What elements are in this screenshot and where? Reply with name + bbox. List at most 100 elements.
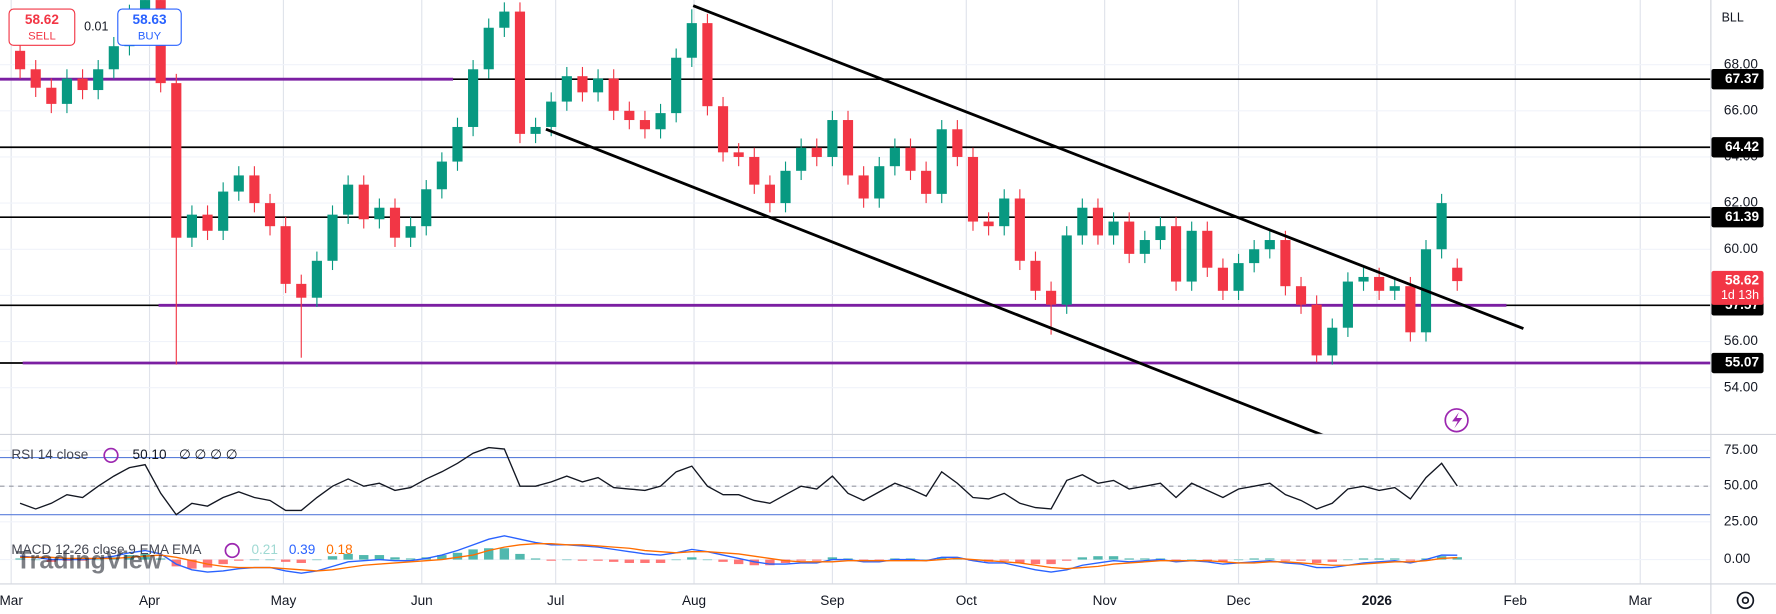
candle-body <box>1405 286 1416 333</box>
trend-channel <box>545 4 1524 434</box>
macd-histogram-bar <box>765 559 775 566</box>
candle-body <box>1108 221 1119 236</box>
candle-body <box>1092 207 1104 236</box>
macd-histogram-bar <box>1249 558 1259 560</box>
candle-body <box>1170 226 1182 282</box>
x-tick-label: May <box>271 593 297 608</box>
buy-price: 58.63 <box>133 12 167 27</box>
candle-body <box>921 170 932 194</box>
candle-body <box>671 57 682 114</box>
rsi-settings-icon[interactable] <box>103 447 119 464</box>
symbol[interactable]: BLL <box>1722 10 1744 24</box>
y-tick-label: 68.00 <box>1724 56 1758 71</box>
candle-body <box>1280 240 1291 287</box>
candle-body <box>1295 286 1307 305</box>
candle-body <box>764 184 775 204</box>
x-tick-label: Feb <box>1504 593 1527 608</box>
candle-body <box>1327 327 1338 356</box>
settings-icon-center <box>1741 596 1750 605</box>
macd-histogram-bar <box>452 552 463 560</box>
candle-body <box>1249 249 1260 264</box>
rsi-legend-value: 50.10 <box>133 447 167 462</box>
candle-body <box>983 221 994 227</box>
x-tick-label: Sep <box>820 593 844 608</box>
candle-body <box>561 76 572 102</box>
macd-signal-line <box>20 543 1458 572</box>
level-label-box <box>1711 69 1764 90</box>
spread: 0.01 <box>84 20 108 34</box>
level-label: 55.07 <box>1725 355 1759 370</box>
macd-legend-hist: 0.21 <box>251 542 277 557</box>
macd-histogram-bar <box>733 559 744 565</box>
y-tick-label: 62.00 <box>1724 195 1758 210</box>
settings-icon[interactable] <box>1736 591 1755 610</box>
macd-histogram-bar <box>796 559 806 561</box>
y-tick-label: 25.00 <box>1724 513 1758 528</box>
macd-histogram-bar <box>1343 559 1353 561</box>
x-tick-label: Mar <box>0 593 23 608</box>
x-tick-label: Nov <box>1093 593 1117 608</box>
candle-body <box>358 184 369 220</box>
sell-button[interactable] <box>8 8 76 46</box>
macd-histogram-bar <box>171 559 181 567</box>
y-tick-label: 50.00 <box>1724 478 1758 493</box>
quote-widget[interactable]: 58.62 SELL 0.01 58.63 BUY <box>8 8 182 46</box>
rsi-pane <box>0 446 1711 516</box>
candle-body <box>717 106 729 153</box>
macd-histogram-bar <box>405 558 416 560</box>
level-label: 61.39 <box>1725 209 1759 224</box>
x-tick-label: Mar <box>1629 593 1653 608</box>
level-label-box <box>1711 137 1764 158</box>
candle-body <box>61 78 73 104</box>
candle-body <box>30 69 41 88</box>
sell-price: 58.62 <box>25 12 59 27</box>
candle-body <box>15 50 26 70</box>
macd-histogram-bar <box>1140 558 1150 560</box>
macd-histogram-bar <box>1124 558 1134 560</box>
macd-histogram-bar <box>1311 559 1322 563</box>
candle-body <box>499 11 510 28</box>
candle-body <box>343 184 354 215</box>
macd-histogram-bar <box>1452 557 1462 560</box>
alert-bolt <box>1452 412 1463 429</box>
x-tick-label: Jul <box>547 593 564 608</box>
macd-histogram-bar <box>312 559 322 561</box>
buy-label: BUY <box>138 30 162 42</box>
alert-icon[interactable] <box>1444 408 1469 433</box>
candle-body <box>1311 304 1322 356</box>
candle-body <box>436 161 447 190</box>
axes: Mar Apr May Jun Jul Aug Sep Oct Nov Dec 2026 Feb Mar… <box>0 56 1764 608</box>
y-tick-label: 56.00 <box>1724 333 1758 348</box>
candle-body <box>686 23 697 58</box>
level-label: 64.42 <box>1725 139 1759 154</box>
macd-legend-signal: 0.18 <box>326 542 352 557</box>
macd-histogram-bar <box>999 559 1009 561</box>
y-tick-label: 60.00 <box>1724 241 1758 256</box>
candle-body <box>1342 281 1353 328</box>
candle-body <box>1046 290 1057 305</box>
candle-body <box>1077 207 1088 236</box>
candle-body <box>77 78 88 91</box>
candle-body <box>889 147 900 167</box>
candle-body <box>1233 263 1244 291</box>
macd-histogram-bar <box>640 559 650 563</box>
rsi-line <box>19 446 1458 516</box>
candle-body <box>514 11 526 134</box>
macd-histogram-bar <box>1390 558 1400 560</box>
candle-body <box>1202 230 1213 268</box>
macd-pane <box>15 535 1462 574</box>
macd-histogram-bar <box>437 555 447 560</box>
candle-body <box>249 175 260 204</box>
buy-button[interactable] <box>117 8 182 46</box>
candle-body <box>827 120 838 157</box>
candle-body <box>796 147 807 171</box>
macd-settings-icon[interactable] <box>224 542 240 559</box>
candle-body <box>842 120 854 176</box>
candle-body <box>874 166 885 199</box>
candle-body <box>530 126 541 134</box>
price-pane <box>0 0 1711 365</box>
y-tick-label: 75.00 <box>1724 442 1758 457</box>
macd-histogram-bar <box>265 559 275 561</box>
macd-histogram-bar <box>1030 559 1041 565</box>
